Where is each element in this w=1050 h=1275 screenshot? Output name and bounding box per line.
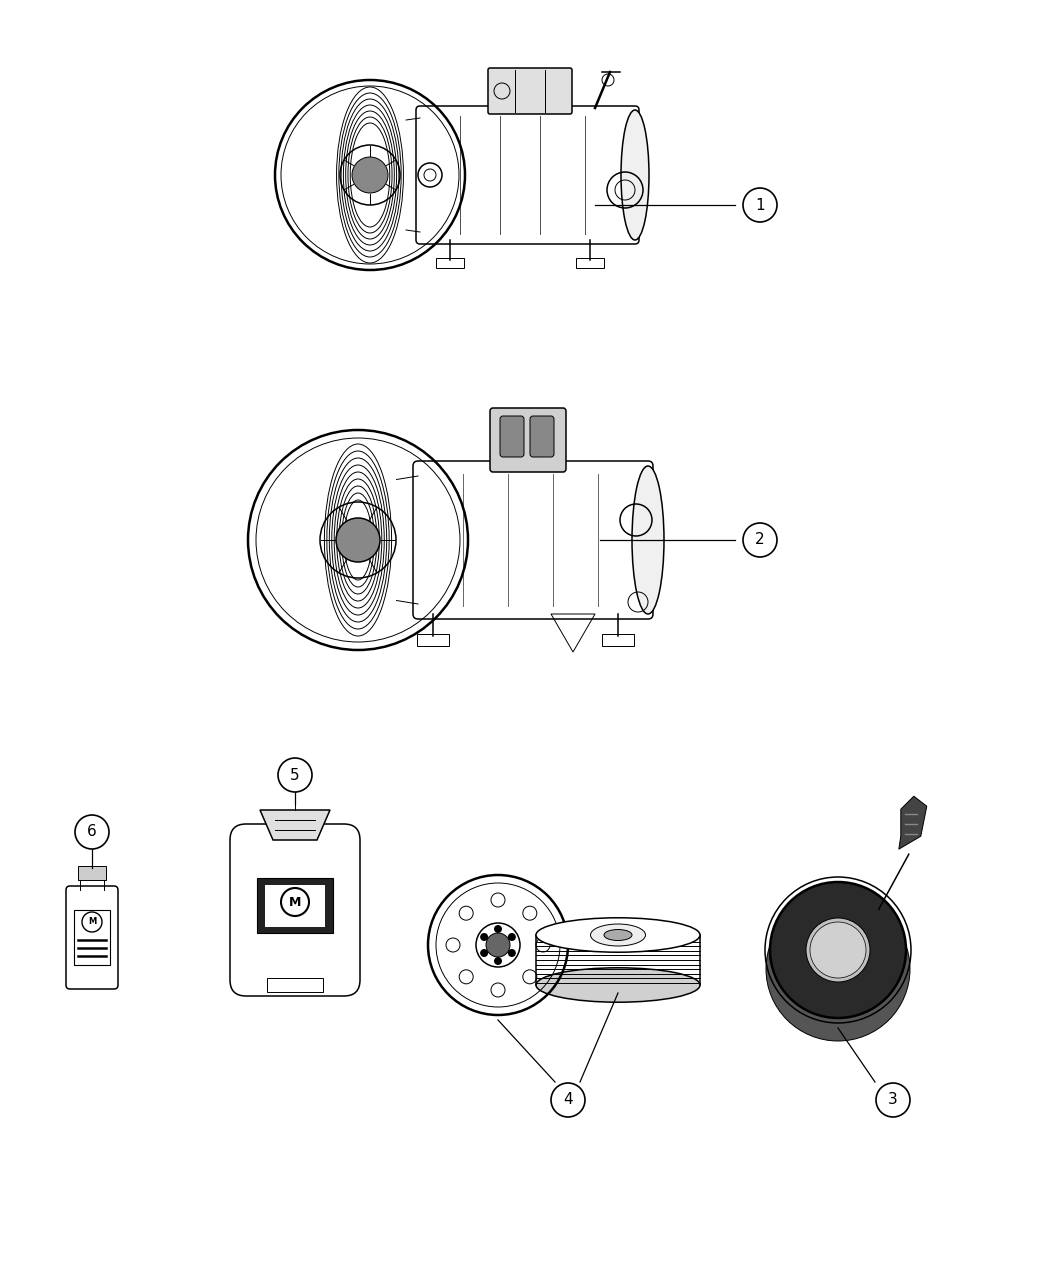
Circle shape <box>551 1082 585 1117</box>
Text: M: M <box>88 918 97 927</box>
Text: 2: 2 <box>755 533 764 547</box>
Bar <box>257 878 333 933</box>
Circle shape <box>508 949 516 958</box>
Bar <box>576 258 604 268</box>
Text: M: M <box>289 895 301 909</box>
Ellipse shape <box>621 110 649 240</box>
Circle shape <box>336 518 380 562</box>
Text: 3: 3 <box>888 1093 898 1108</box>
Circle shape <box>810 922 866 978</box>
Ellipse shape <box>536 918 700 952</box>
Circle shape <box>480 933 488 941</box>
Polygon shape <box>260 810 330 840</box>
Circle shape <box>806 918 870 982</box>
Bar <box>78 866 106 880</box>
Bar <box>602 634 634 646</box>
Circle shape <box>508 933 516 941</box>
Text: 4: 4 <box>563 1093 573 1108</box>
Circle shape <box>75 815 109 849</box>
FancyBboxPatch shape <box>500 416 524 456</box>
Text: 1: 1 <box>755 198 764 213</box>
Text: 5: 5 <box>290 768 300 783</box>
Circle shape <box>743 523 777 557</box>
FancyBboxPatch shape <box>230 824 360 996</box>
Polygon shape <box>899 796 927 849</box>
Circle shape <box>770 882 906 1017</box>
FancyBboxPatch shape <box>490 408 566 472</box>
Text: 6: 6 <box>87 825 97 839</box>
Circle shape <box>743 187 777 222</box>
FancyBboxPatch shape <box>413 462 653 618</box>
Circle shape <box>352 157 388 193</box>
Ellipse shape <box>604 929 632 941</box>
Bar <box>265 885 326 927</box>
FancyBboxPatch shape <box>530 416 554 456</box>
FancyBboxPatch shape <box>416 106 639 244</box>
FancyBboxPatch shape <box>488 68 572 113</box>
Circle shape <box>766 898 910 1040</box>
Ellipse shape <box>632 465 664 615</box>
Circle shape <box>480 949 488 958</box>
Bar <box>74 910 110 965</box>
Bar <box>267 978 323 992</box>
Bar <box>417 634 449 646</box>
Circle shape <box>486 933 510 958</box>
Circle shape <box>494 924 502 933</box>
FancyBboxPatch shape <box>66 886 118 989</box>
Ellipse shape <box>590 924 646 946</box>
Ellipse shape <box>536 968 700 1002</box>
Circle shape <box>876 1082 910 1117</box>
Circle shape <box>494 958 502 965</box>
Bar <box>436 258 464 268</box>
Circle shape <box>278 759 312 792</box>
